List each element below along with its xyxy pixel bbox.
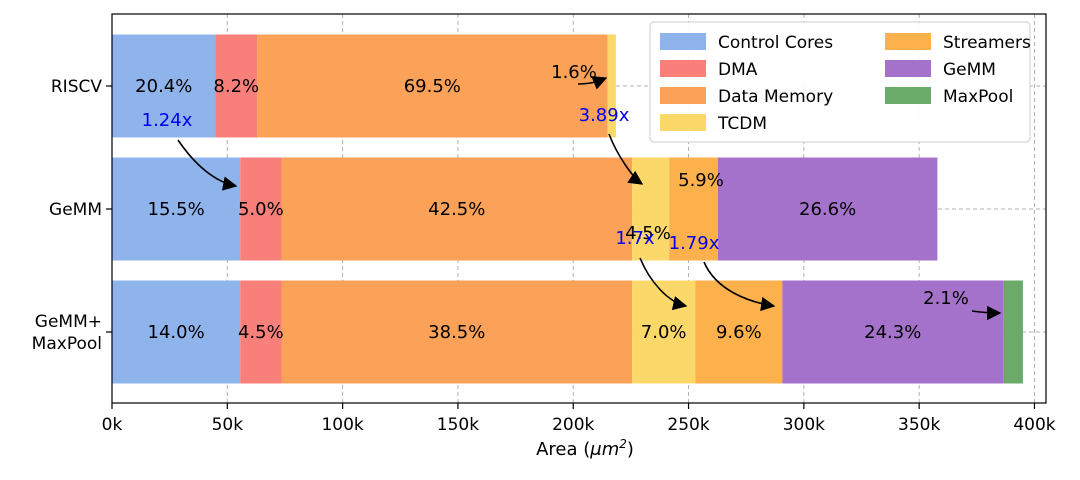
bar-segment xyxy=(215,34,258,138)
legend-swatch xyxy=(660,114,706,131)
maxpool-callout-arrow xyxy=(971,305,1002,321)
y-axis: RISCV GeMM GeMM+MaxPool xyxy=(32,77,112,354)
x-tick-label: 200k xyxy=(552,415,594,435)
legend-swatch xyxy=(660,87,706,104)
bar-segment xyxy=(112,34,216,138)
segment-label: 42.5% xyxy=(428,199,485,220)
ratio-annotation-arrow xyxy=(177,139,238,191)
x-axis-title: Area (μm2) xyxy=(536,437,634,460)
bars xyxy=(112,34,1023,384)
x-tick-label: 350k xyxy=(898,415,940,435)
segment-labels: 20.4% 8.2% 69.5% 1.6% 15.5% 5.0% 42.5% 4.5% 5.9%… xyxy=(135,62,969,343)
segment-label: 4.5% xyxy=(625,223,671,244)
x-axis: 0k 50k 100k 150k 200k 250k 300k 350k 400k xyxy=(102,403,1056,435)
legend-swatch xyxy=(660,60,706,77)
legend-label: Data Memory xyxy=(718,87,833,107)
segment-label: 14.0% xyxy=(148,322,205,343)
legend-swatch xyxy=(885,87,931,104)
x-tick-label: 50k xyxy=(212,415,244,435)
segment-label: 8.2% xyxy=(213,76,259,97)
segment-label: 9.6% xyxy=(716,322,762,343)
bar-segment xyxy=(112,157,241,261)
legend-swatch xyxy=(885,60,931,77)
legend-label: Control Cores xyxy=(718,33,833,53)
legend-label: DMA xyxy=(718,60,758,80)
ratio-annotations: 1.24x 3.89x 1.7x 1.79x xyxy=(142,76,1002,321)
ratio-annotation-label: 1.79x xyxy=(669,233,720,254)
x-tick-label: 0k xyxy=(102,415,123,435)
x-tick-label: 400k xyxy=(1013,415,1055,435)
bar-segment xyxy=(112,280,241,384)
ratio-annotation-label: 3.89x xyxy=(579,105,630,126)
legend-label: Streamers xyxy=(943,33,1031,53)
x-tick-label: 300k xyxy=(783,415,825,435)
segment-label: 5.9% xyxy=(678,170,724,191)
bar-segment xyxy=(257,34,608,138)
segment-label: 1.6% xyxy=(551,62,597,83)
bar-segment xyxy=(1003,280,1023,384)
segment-label: 4.5% xyxy=(238,322,284,343)
ratio-annotation-arrow xyxy=(608,133,644,185)
segment-label: 7.0% xyxy=(641,322,687,343)
legend-swatch xyxy=(660,33,706,50)
bar-segment xyxy=(281,280,633,384)
segment-label: 69.5% xyxy=(404,76,461,97)
segment-label: 26.6% xyxy=(799,199,856,220)
ratio-annotation-arrow xyxy=(639,257,688,311)
legend-label: TCDM xyxy=(717,114,767,134)
segment-label: 2.1% xyxy=(923,288,969,309)
bar-segment xyxy=(607,34,616,138)
segment-label: 15.5% xyxy=(148,199,205,220)
bar-segment xyxy=(281,157,633,261)
ratio-annotation-arrow xyxy=(703,261,776,312)
bar-segment xyxy=(240,280,282,384)
x-tick-label: 150k xyxy=(437,415,479,435)
tcdm-callout-arrow xyxy=(577,76,608,90)
y-tick-label: RISCV xyxy=(51,77,102,97)
segment-label: 24.3% xyxy=(864,322,921,343)
segment-label: 5.0% xyxy=(238,199,284,220)
legend-box xyxy=(649,21,1031,143)
y-tick-label: MaxPool xyxy=(32,334,102,354)
bar-segment xyxy=(669,157,718,261)
bar-segment xyxy=(782,280,1004,384)
bar-segment xyxy=(240,157,282,261)
x-tick-label: 250k xyxy=(667,415,709,435)
y-tick-label: GeMM+ xyxy=(35,312,102,332)
segment-label: 20.4% xyxy=(135,76,192,97)
bar-segment xyxy=(717,157,938,261)
ratio-annotation-label: 1.7x xyxy=(615,228,655,249)
legend-swatch xyxy=(885,33,931,50)
legend: Control Cores DMA Data Memory TCDM Streamers… xyxy=(649,21,1031,143)
x-tick-label: 100k xyxy=(321,415,363,435)
legend-label: MaxPool xyxy=(943,87,1013,107)
segment-label: 38.5% xyxy=(428,322,485,343)
y-tick-label: GeMM xyxy=(49,200,102,220)
ratio-annotation-label: 1.24x xyxy=(142,110,193,131)
legend-label: GeMM xyxy=(943,60,996,80)
